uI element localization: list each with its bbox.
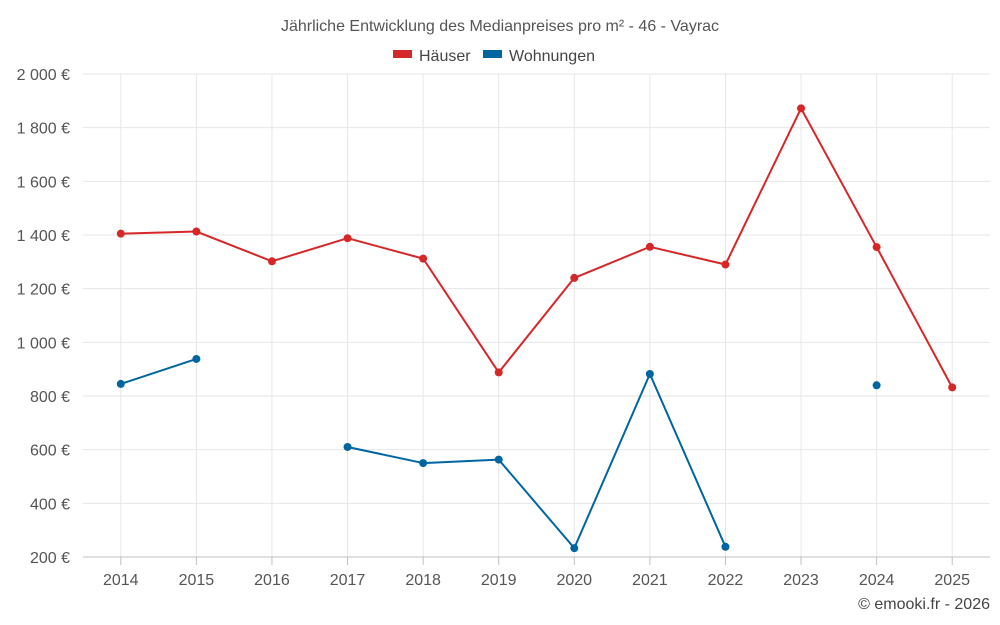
data-point[interactable] (872, 243, 881, 252)
series-haeuser (116, 104, 957, 392)
y-tick-label: 2 000 € (17, 67, 70, 84)
x-tick-label: 2015 (179, 572, 215, 589)
x-tick-label: 2025 (934, 572, 970, 589)
y-tick-label: 600 € (30, 443, 70, 460)
x-tick-label: 2019 (481, 572, 517, 589)
legend: Häuser Wohnungen (393, 48, 595, 65)
data-point[interactable] (645, 369, 654, 378)
legend-label-wohnungen[interactable]: Wohnungen (509, 48, 595, 65)
y-tick-label: 1 000 € (17, 335, 70, 352)
chart-title: Jährliche Entwicklung des Medianpreises … (281, 18, 719, 35)
x-tick-label: 2018 (405, 572, 441, 589)
data-point[interactable] (721, 260, 730, 269)
y-tick-label: 1 400 € (17, 228, 70, 245)
x-tick-label: 2022 (708, 572, 744, 589)
data-point[interactable] (948, 383, 957, 392)
y-tick-label: 1 800 € (17, 121, 70, 138)
data-point[interactable] (116, 229, 125, 238)
y-tick-label: 1 200 € (17, 282, 70, 299)
data-point[interactable] (645, 242, 654, 251)
data-point[interactable] (494, 455, 503, 464)
grid (83, 73, 990, 557)
x-tick-label: 2016 (254, 572, 290, 589)
x-tick-label: 2023 (783, 572, 819, 589)
data-point[interactable] (721, 542, 730, 551)
x-tick-label: 2024 (859, 572, 895, 589)
series (116, 104, 957, 553)
axes: 200 € 400 € 600 € 800 € 1 000 € 1 200 € 1 400 … (17, 67, 990, 589)
data-point[interactable] (419, 254, 428, 263)
data-point[interactable] (570, 273, 579, 282)
data-point[interactable] (797, 104, 806, 113)
data-point[interactable] (343, 234, 352, 243)
series-line (120, 107, 954, 388)
data-point[interactable] (192, 227, 201, 236)
series-wohnungen (116, 354, 881, 553)
y-tick-label: 800 € (30, 389, 70, 406)
x-tick-label: 2017 (330, 572, 366, 589)
legend-label-haeuser[interactable]: Häuser (419, 48, 471, 65)
data-point[interactable] (570, 544, 579, 553)
data-point[interactable] (494, 368, 503, 377)
series-line (120, 358, 197, 385)
legend-swatch-haeuser (393, 50, 412, 58)
data-point[interactable] (116, 379, 125, 388)
legend-swatch-wohnungen (483, 50, 502, 58)
y-tick-label: 400 € (30, 496, 70, 513)
y-tick-label: 1 600 € (17, 174, 70, 191)
x-tick-label: 2020 (556, 572, 592, 589)
series-line (347, 372, 727, 550)
x-tick-label: 2021 (632, 572, 668, 589)
data-point[interactable] (267, 257, 276, 266)
data-point[interactable] (872, 381, 881, 390)
data-point[interactable] (192, 354, 201, 363)
x-tick-label: 2014 (103, 572, 139, 589)
credit: © emooki.fr - 2026 (858, 596, 990, 613)
data-point[interactable] (419, 459, 428, 468)
y-tick-label: 200 € (30, 550, 70, 567)
data-point[interactable] (343, 442, 352, 451)
